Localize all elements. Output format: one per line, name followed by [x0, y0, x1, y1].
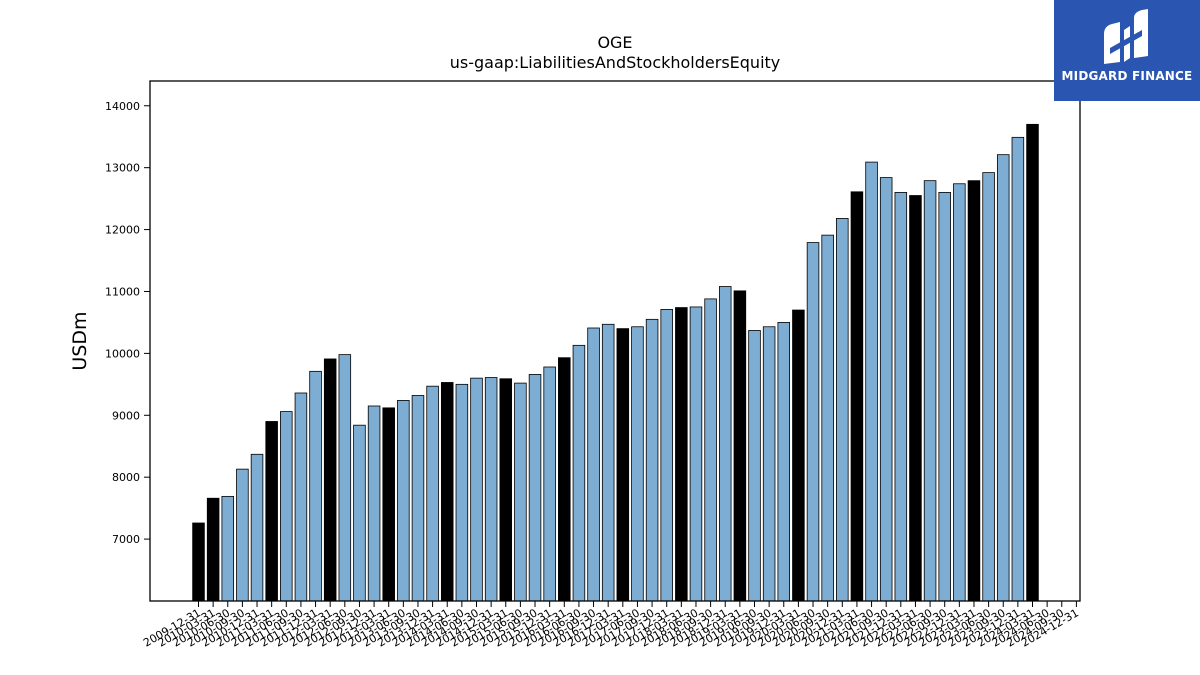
- bar-2018-09-30: [704, 298, 717, 602]
- x-axis: 2009-12-312010-03-312010-06-302010-09-30…: [141, 601, 1081, 650]
- bar-2017-12-31: [660, 309, 673, 602]
- bar-2021-12-31: [894, 192, 908, 602]
- bar-2021-03-31: [850, 191, 864, 602]
- y-tick-label-14000: 14000: [105, 100, 140, 113]
- y-tick-label-8000: 8000: [112, 471, 140, 484]
- bar-2014-09-30: [470, 377, 483, 602]
- y-axis: 7000 8000 9000 10000 11000 12000 13000 14000: [105, 100, 150, 546]
- bar-2012-09-30: [353, 424, 366, 602]
- y-tick-label-7000: 7000: [112, 533, 140, 546]
- bar-2023-06-30: [982, 172, 995, 602]
- bar-2018-06-30: [689, 306, 703, 602]
- bar-2015-06-30: [514, 382, 527, 602]
- bar-2016-06-30: [572, 344, 586, 602]
- bar-2019-09-30: [762, 326, 776, 602]
- bar-2009-12-31: [192, 522, 205, 602]
- bar-2010-09-30: [236, 468, 249, 602]
- bar-2015-09-30: [528, 374, 542, 602]
- bar-2016-03-31: [558, 357, 571, 602]
- bar-2014-03-31: [440, 382, 454, 602]
- bar-2022-09-30: [938, 192, 951, 602]
- bar-2015-03-31: [499, 378, 513, 602]
- bar-2015-12-31: [543, 366, 556, 602]
- bar-2013-03-31: [382, 407, 395, 602]
- bar-2011-06-30: [280, 411, 293, 602]
- bar-2022-06-30: [923, 180, 937, 602]
- bar-2014-06-30: [455, 383, 469, 602]
- bar-2010-06-30: [221, 495, 235, 602]
- bar-2017-06-30: [631, 326, 644, 602]
- bar-2020-12-31: [836, 218, 849, 602]
- bar-2018-12-31: [718, 286, 732, 602]
- bar-2012-12-31: [367, 405, 381, 602]
- bar-2013-12-31: [426, 385, 439, 602]
- bar-2016-12-31: [601, 323, 615, 602]
- bar-2010-12-31: [250, 453, 264, 602]
- y-tick-label-11000: 11000: [105, 285, 140, 298]
- bar-2017-09-30: [645, 318, 659, 602]
- bar-2020-03-31: [792, 309, 805, 602]
- chart-title: OGE: [597, 33, 632, 52]
- bar-2020-09-30: [821, 234, 834, 602]
- bars-group: [192, 123, 1039, 602]
- y-tick-label-13000: 13000: [105, 162, 140, 175]
- bar-2018-03-31: [675, 307, 688, 602]
- y-tick-label-10000: 10000: [105, 347, 140, 360]
- bar-2012-06-30: [338, 354, 352, 602]
- midgard-finance-logo: MIDGARD FINANCE: [1054, 0, 1200, 101]
- logo-mark-icon: [1104, 9, 1148, 64]
- bar-2023-03-31: [967, 180, 981, 602]
- logo-text: MIDGARD FINANCE: [1061, 69, 1193, 83]
- bar-2020-06-30: [806, 242, 820, 602]
- y-axis-label: USDm: [69, 311, 91, 370]
- y-tick-label-12000: 12000: [105, 224, 140, 237]
- bar-2024-03-31: [1026, 123, 1039, 602]
- bar-2017-03-31: [616, 328, 630, 602]
- bar-2023-12-31: [1011, 136, 1025, 602]
- bar-2010-03-31: [206, 497, 220, 602]
- bar-2019-06-30: [748, 330, 761, 602]
- bar-2022-03-31: [909, 195, 922, 602]
- bar-2019-03-31: [733, 290, 747, 602]
- bar-2016-09-30: [587, 327, 600, 602]
- bar-2021-09-30: [879, 177, 893, 602]
- plot-frame: [149, 80, 1081, 602]
- bar-2011-12-31: [309, 370, 322, 602]
- bar-2019-12-31: [777, 322, 791, 602]
- bar-2023-09-30: [996, 154, 1010, 602]
- bar-2013-09-30: [411, 395, 425, 602]
- bar-2022-12-31: [953, 183, 966, 602]
- bar-2014-12-31: [484, 377, 498, 602]
- bar-2021-06-30: [865, 161, 878, 602]
- y-tick-label-9000: 9000: [112, 409, 140, 422]
- bar-2012-03-31: [323, 358, 337, 602]
- bar-2011-03-31: [265, 421, 278, 602]
- chart-subtitle: us-gaap:LiabilitiesAndStockholdersEquity: [450, 53, 781, 72]
- bar-2013-06-30: [397, 400, 410, 602]
- bar-2011-09-30: [294, 392, 308, 602]
